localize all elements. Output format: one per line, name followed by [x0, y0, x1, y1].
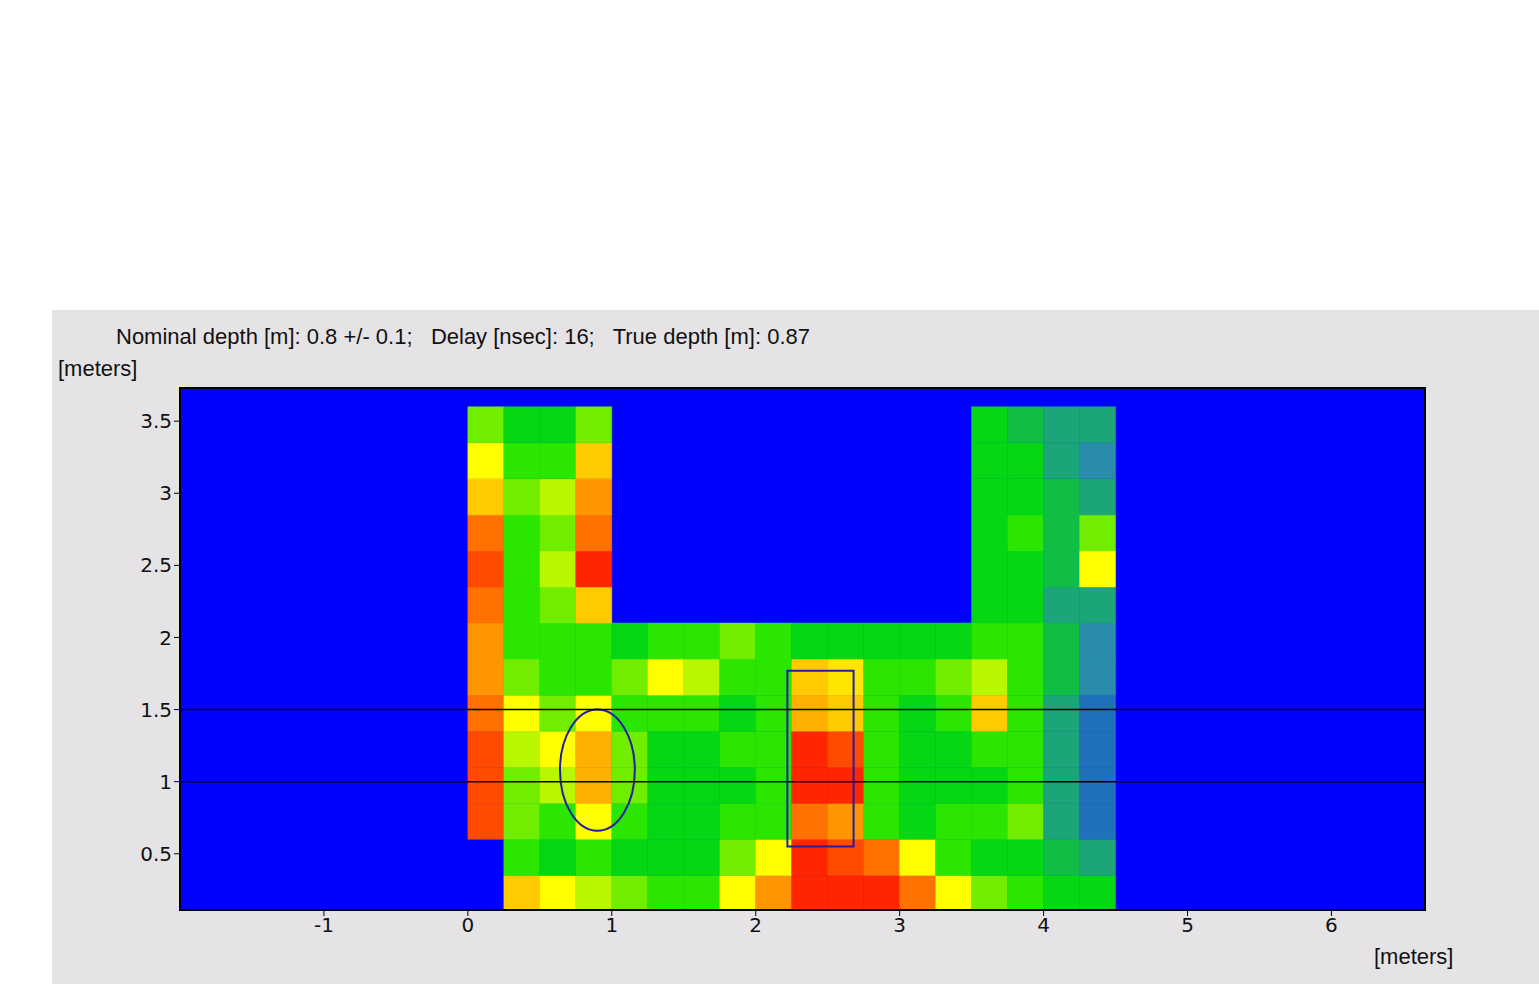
- svg-text:3: 3: [893, 913, 906, 937]
- svg-text:2: 2: [749, 913, 762, 937]
- svg-text:6: 6: [1325, 913, 1338, 937]
- svg-text:4: 4: [1037, 913, 1050, 937]
- html-text:[meters]: [meters]: [1374, 944, 1454, 969]
- svg-text:3: 3: [159, 481, 172, 505]
- svg-text:1: 1: [159, 770, 172, 794]
- svg-text:0: 0: [461, 913, 474, 937]
- svg-text:2.5: 2.5: [140, 553, 172, 577]
- svg-text:-1: -1: [314, 913, 334, 937]
- svg-text:2: 2: [159, 626, 172, 650]
- html-text:[meters]: [meters]: [58, 356, 138, 381]
- svg-text:1: 1: [605, 913, 618, 937]
- svg-text:1.5: 1.5: [140, 698, 172, 722]
- svg-text:3.5: 3.5: [140, 409, 172, 433]
- svg-text:5: 5: [1181, 913, 1194, 937]
- svg-text:0.5: 0.5: [140, 842, 172, 866]
- html-text:Nominal depth [m]: 0.8 +/- 0.1: Nominal depth [m]: 0.8 +/- 0.1; Delay [n…: [116, 324, 810, 349]
